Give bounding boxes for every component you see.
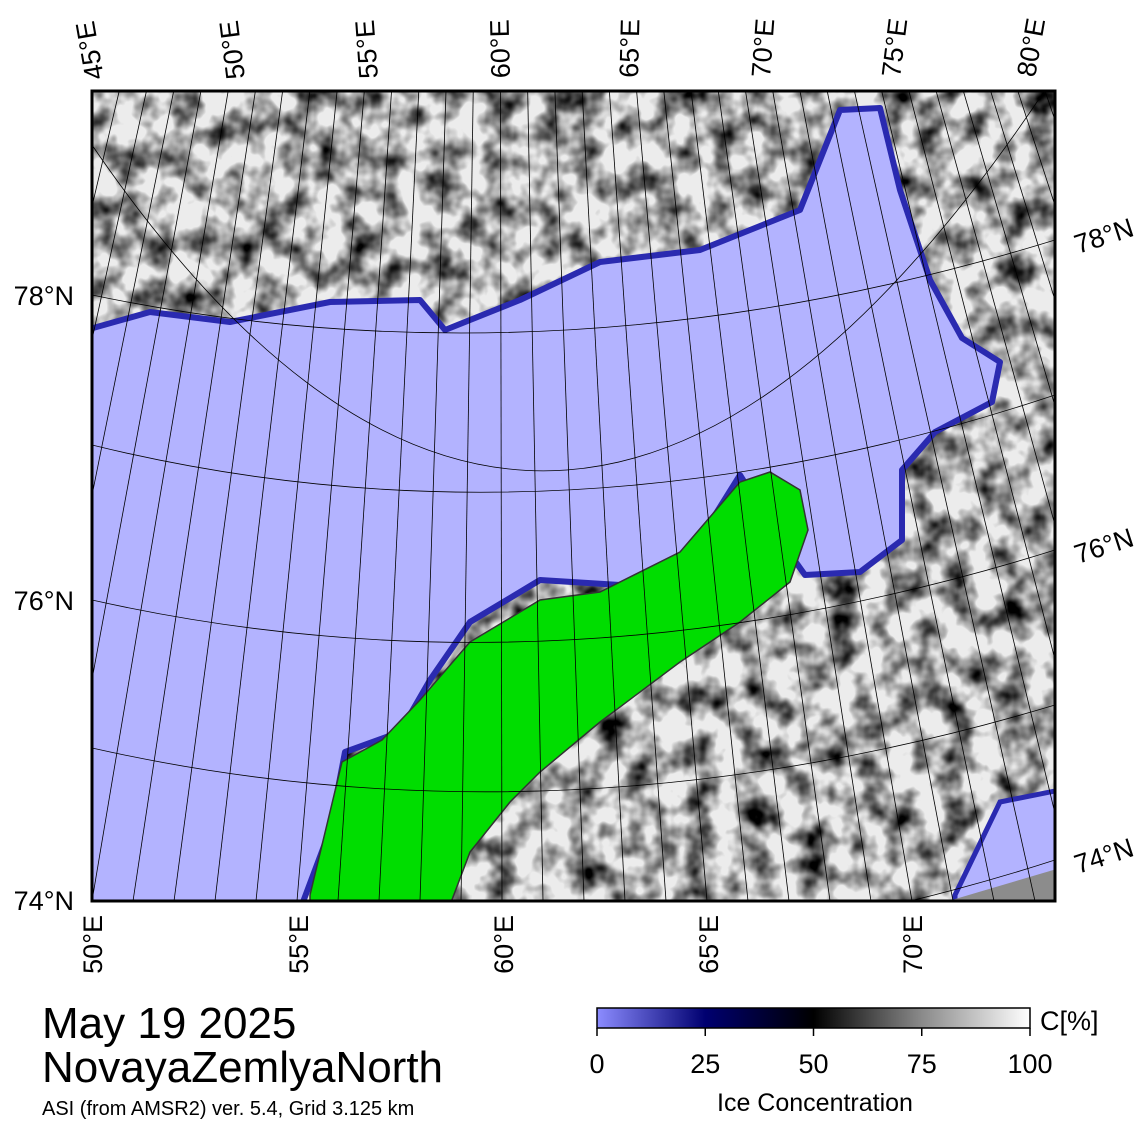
meridian — [908, 91, 1055, 662]
colorbar-tick-label: 100 — [1007, 1049, 1052, 1079]
top-longitude-label: 55°E — [350, 19, 384, 80]
region-name: NovayaZemlyaNorth — [42, 1043, 443, 1092]
meridian — [92, 91, 202, 682]
meridian — [92, 91, 93, 93]
top-longitude-label: 60°E — [485, 19, 516, 79]
open-water-east — [952, 788, 1055, 901]
meridian — [881, 91, 1055, 816]
colorbar-tick-label: 75 — [907, 1049, 937, 1079]
meridian — [554, 91, 585, 901]
bottom-longitude-label: 55°E — [284, 915, 314, 974]
land-east — [948, 869, 1055, 901]
bottom-longitude-label: 70°E — [898, 915, 928, 974]
colorbar-ticks: 0 25 50 75 100 — [589, 1028, 1053, 1079]
parallel — [92, 549, 1055, 643]
top-longitude-label: 65°E — [614, 19, 645, 79]
meridian — [378, 91, 420, 901]
right-latitude-label: 78°N — [1071, 213, 1138, 260]
parallel — [92, 91, 1045, 472]
open-water — [92, 105, 1003, 901]
top-longitude-label: 80°E — [1011, 16, 1051, 79]
colorbar-unit: C[%] — [1040, 1006, 1099, 1036]
meridian — [608, 91, 667, 901]
left-latitude-label: 78°N — [14, 281, 74, 311]
graticule — [92, 91, 1055, 901]
meridian — [1044, 91, 1055, 122]
meridian — [296, 91, 365, 901]
top-longitude-label: 75°E — [876, 17, 913, 79]
bottom-longitude-label: 50°E — [78, 915, 108, 974]
meridian — [419, 91, 447, 901]
top-longitude-label: 50°E — [214, 19, 251, 81]
meridian — [772, 91, 913, 901]
date: May 19 2025 — [42, 999, 296, 1048]
meridian — [935, 91, 1055, 527]
meridian — [337, 91, 392, 901]
data-source: ASI (from AMSR2) ver. 5.4, Grid 3.125 km — [42, 1098, 414, 1120]
meridian — [92, 91, 175, 498]
meridian — [799, 91, 954, 901]
meridian — [92, 91, 229, 901]
bottom-longitude-label: 60°E — [489, 915, 519, 974]
colorbar-tick-label: 25 — [690, 1049, 720, 1079]
meridian — [527, 91, 544, 901]
right-latitude-label: 76°N — [1071, 523, 1138, 570]
meridian — [173, 91, 284, 901]
meridian — [663, 91, 749, 901]
meridian — [581, 91, 626, 901]
map-frame — [90, 89, 1057, 903]
colorbar — [596, 1007, 1031, 1029]
meridian — [460, 91, 474, 901]
coordinate-labels: 45°E 50°E 55°E 60°E 65°E 70°E 75°E 80°E 50°E 55°E… — [14, 16, 1138, 974]
meridian — [690, 91, 790, 901]
parallel — [92, 239, 1055, 334]
meridian — [255, 91, 338, 901]
meridian — [500, 91, 503, 901]
bottom-longitude-label: 65°E — [694, 915, 724, 974]
left-latitude-label: 76°N — [14, 586, 74, 616]
meridian — [962, 91, 1055, 408]
colorbar-label: Ice Concentration — [717, 1089, 913, 1117]
meridian — [990, 91, 1055, 302]
parallel — [92, 394, 1055, 493]
colorbar-tick-label: 50 — [798, 1049, 828, 1079]
parallel — [92, 704, 1055, 793]
top-longitude-label: 45°E — [70, 19, 110, 82]
meridian — [826, 91, 995, 901]
meridian — [132, 91, 256, 901]
meridian — [636, 91, 708, 901]
right-latitude-label: 74°N — [1071, 833, 1138, 880]
colorbar-tick-label: 0 — [589, 1049, 604, 1079]
meridian — [745, 91, 872, 901]
map-area — [92, 91, 1055, 901]
meridian — [92, 91, 147, 342]
left-latitude-label: 74°N — [14, 886, 74, 916]
novaya-zemlya-island — [309, 471, 809, 901]
meridian — [717, 91, 831, 901]
meridian — [214, 91, 311, 901]
top-longitude-label: 70°E — [746, 18, 780, 79]
meridian — [854, 91, 1036, 901]
